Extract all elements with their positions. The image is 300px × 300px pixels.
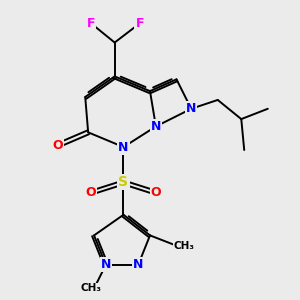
Text: O: O: [151, 186, 161, 199]
Text: N: N: [118, 141, 129, 154]
Text: N: N: [133, 258, 143, 271]
Text: N: N: [186, 102, 196, 115]
Text: N: N: [151, 120, 161, 133]
Text: F: F: [135, 17, 144, 30]
Text: N: N: [100, 258, 111, 271]
Text: O: O: [86, 186, 96, 199]
Text: O: O: [52, 139, 63, 152]
Text: CH₃: CH₃: [173, 241, 194, 251]
Text: F: F: [87, 17, 95, 30]
Text: S: S: [118, 176, 128, 189]
Text: CH₃: CH₃: [81, 284, 102, 293]
